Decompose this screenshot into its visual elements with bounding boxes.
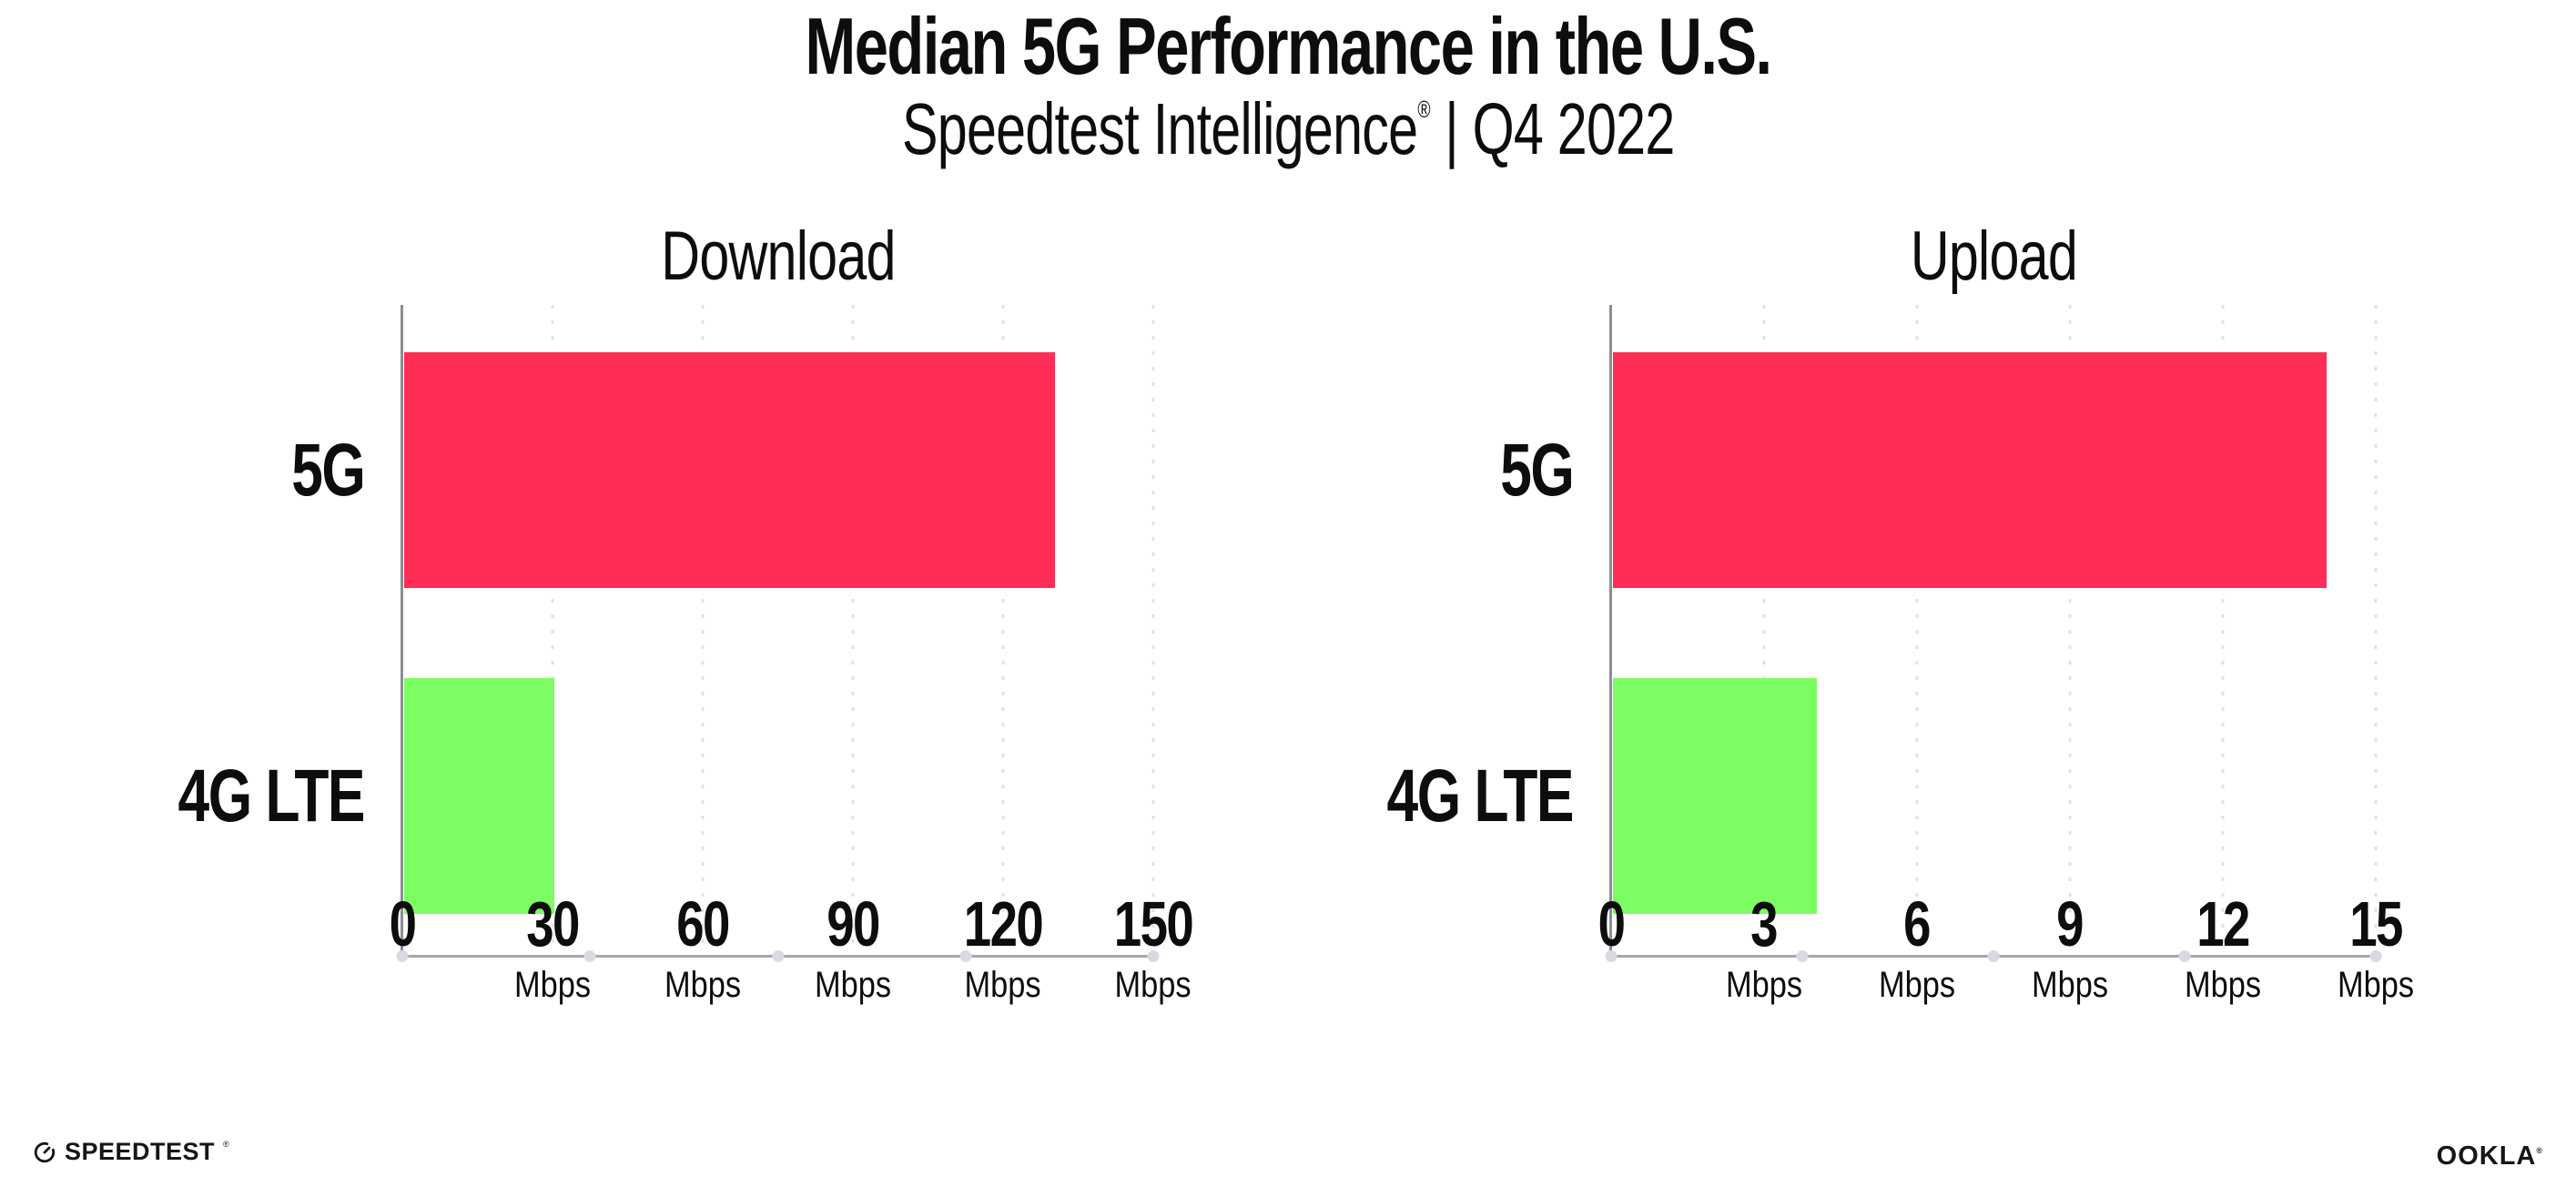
axis-tick-dot xyxy=(1147,950,1160,962)
gridline xyxy=(1762,305,1766,953)
download-x-axis-labels: 0 30 Mbps 60 Mbps 90 Mbps 120 Mbps 150 Mbps xyxy=(390,869,1194,1051)
y-axis-line xyxy=(401,305,403,958)
x-tick-value: 12 xyxy=(2196,888,2250,959)
page-title-text: Median 5G Performance in the U.S. xyxy=(805,1,1772,91)
x-tick-value: 150 xyxy=(1113,888,1194,959)
x-tick-unit: Mbps xyxy=(2184,964,2262,1005)
x-tick-unit: Mbps xyxy=(2337,964,2415,1005)
category-label: 5G xyxy=(269,428,366,513)
gridline xyxy=(701,305,705,953)
x-tick-unit: Mbps xyxy=(1878,964,1956,1005)
gridline xyxy=(551,305,554,953)
subtitle-text: Speedtest Intelligence® | Q4 2022 xyxy=(901,87,1675,171)
x-tick-label: 60 Mbps xyxy=(658,888,747,1005)
axis-tick-dot xyxy=(396,950,409,962)
speedtest-gauge-icon xyxy=(34,1141,56,1162)
category-label-text: 5G xyxy=(1499,428,1575,512)
gridline xyxy=(851,305,855,953)
category-label: 5G xyxy=(1477,428,1575,513)
subtitle-brand: Speedtest Intelligence xyxy=(901,88,1418,169)
x-tick-label: 90 Mbps xyxy=(808,888,898,1005)
x-tick-label: 9 Mbps xyxy=(2025,888,2115,1005)
upload-x-axis-labels: 0 3 Mbps 6 Mbps 9 Mbps 12 Mbps 15 Mbps xyxy=(1598,869,2414,1051)
x-tick-value: 9 xyxy=(2056,888,2084,959)
subtitle-period: | Q4 2022 xyxy=(1430,88,1675,169)
speedtest-logo: SPEEDTEST ® xyxy=(33,1138,229,1166)
x-tick-label: 30 Mbps xyxy=(508,888,597,1005)
x-tick-value: 90 xyxy=(827,888,880,959)
gridline xyxy=(1915,305,1919,953)
speedtest-wordmark: SPEEDTEST xyxy=(65,1138,216,1165)
bar-5g xyxy=(1613,352,2327,588)
download-chart-title: Download xyxy=(660,218,896,295)
axis-tick-dot xyxy=(2369,950,2382,962)
x-tick-unit: Mbps xyxy=(2031,964,2109,1005)
x-tick-label: 6 Mbps xyxy=(1872,888,1962,1005)
page-subtitle: Speedtest Intelligence® | Q4 2022 xyxy=(0,87,2576,171)
category-label-text: 4G LTE xyxy=(177,754,366,837)
x-tick-label: 0 xyxy=(386,888,420,959)
x-tick-unit: Mbps xyxy=(513,964,592,1005)
axis-tick-dot xyxy=(1796,950,1809,962)
axis-tick-dot xyxy=(583,950,596,962)
category-label: 4G LTE xyxy=(1328,754,1575,839)
x-tick-value: 60 xyxy=(676,888,730,959)
x-tick-value: 120 xyxy=(963,888,1044,959)
axis-tick-dot xyxy=(959,950,972,962)
x-tick-label: 120 Mbps xyxy=(953,888,1054,1005)
bar-5g xyxy=(404,352,1055,588)
x-tick-unit: Mbps xyxy=(814,964,892,1005)
x-tick-value: 15 xyxy=(2349,888,2403,959)
bar-4g-lte xyxy=(404,678,554,914)
gridline xyxy=(2068,305,2072,953)
x-tick-label: 0 xyxy=(1595,888,1628,959)
bar-4g-lte xyxy=(1613,678,1817,914)
gridline xyxy=(2374,305,2378,953)
gridline xyxy=(1151,305,1155,953)
axis-tick-dot xyxy=(2178,950,2191,962)
gridline xyxy=(1001,305,1005,953)
ookla-logo: OOKLA® xyxy=(2437,1141,2543,1172)
registered-trademark-icon: ® xyxy=(1417,96,1431,123)
x-tick-label: 3 Mbps xyxy=(1719,888,1809,1005)
registered-trademark-icon: ® xyxy=(223,1139,229,1149)
x-tick-label: 150 Mbps xyxy=(1103,888,1204,1005)
category-label-text: 5G xyxy=(290,428,366,512)
axis-tick-dot xyxy=(1605,950,1618,962)
x-tick-unit: Mbps xyxy=(1725,964,1803,1005)
ookla-wordmark: OOKLA xyxy=(2436,1141,2537,1171)
x-tick-label: 12 Mbps xyxy=(2178,888,2267,1005)
x-tick-value: 3 xyxy=(1750,888,1779,959)
page-title: Median 5G Performance in the U.S. xyxy=(0,0,2576,92)
x-tick-unit: Mbps xyxy=(1114,964,1192,1005)
x-tick-unit: Mbps xyxy=(664,964,742,1005)
x-tick-value: 0 xyxy=(389,888,417,959)
x-tick-value: 0 xyxy=(1597,888,1626,959)
category-label-text: 4G LTE xyxy=(1386,754,1575,837)
upload-chart: Upload 5G 4G LTE 0 3 Mbps 6 Mbps 9 Mbps 12 Mbps 15… xyxy=(1387,217,2414,1127)
upload-plot-area: 5G 4G LTE xyxy=(1387,305,2382,962)
x-tick-value: 6 xyxy=(1903,888,1932,959)
y-axis-line xyxy=(1609,305,1612,958)
gridline xyxy=(2221,305,2225,953)
download-chart: Download 5G 4G LTE 0 30 Mbps 60 Mbps 90 Mbps 120… xyxy=(178,217,1194,1127)
category-label: 4G LTE xyxy=(119,754,366,839)
x-tick-value: 30 xyxy=(526,888,580,959)
download-plot-area: 5G 4G LTE xyxy=(178,305,1160,962)
upload-chart-title: Upload xyxy=(1910,218,2077,295)
axis-tick-dot xyxy=(772,950,784,962)
x-tick-label: 15 Mbps xyxy=(2331,888,2420,1005)
axis-tick-dot xyxy=(1987,950,2000,962)
x-tick-unit: Mbps xyxy=(964,964,1042,1005)
registered-trademark-icon: ® xyxy=(2536,1146,2543,1155)
